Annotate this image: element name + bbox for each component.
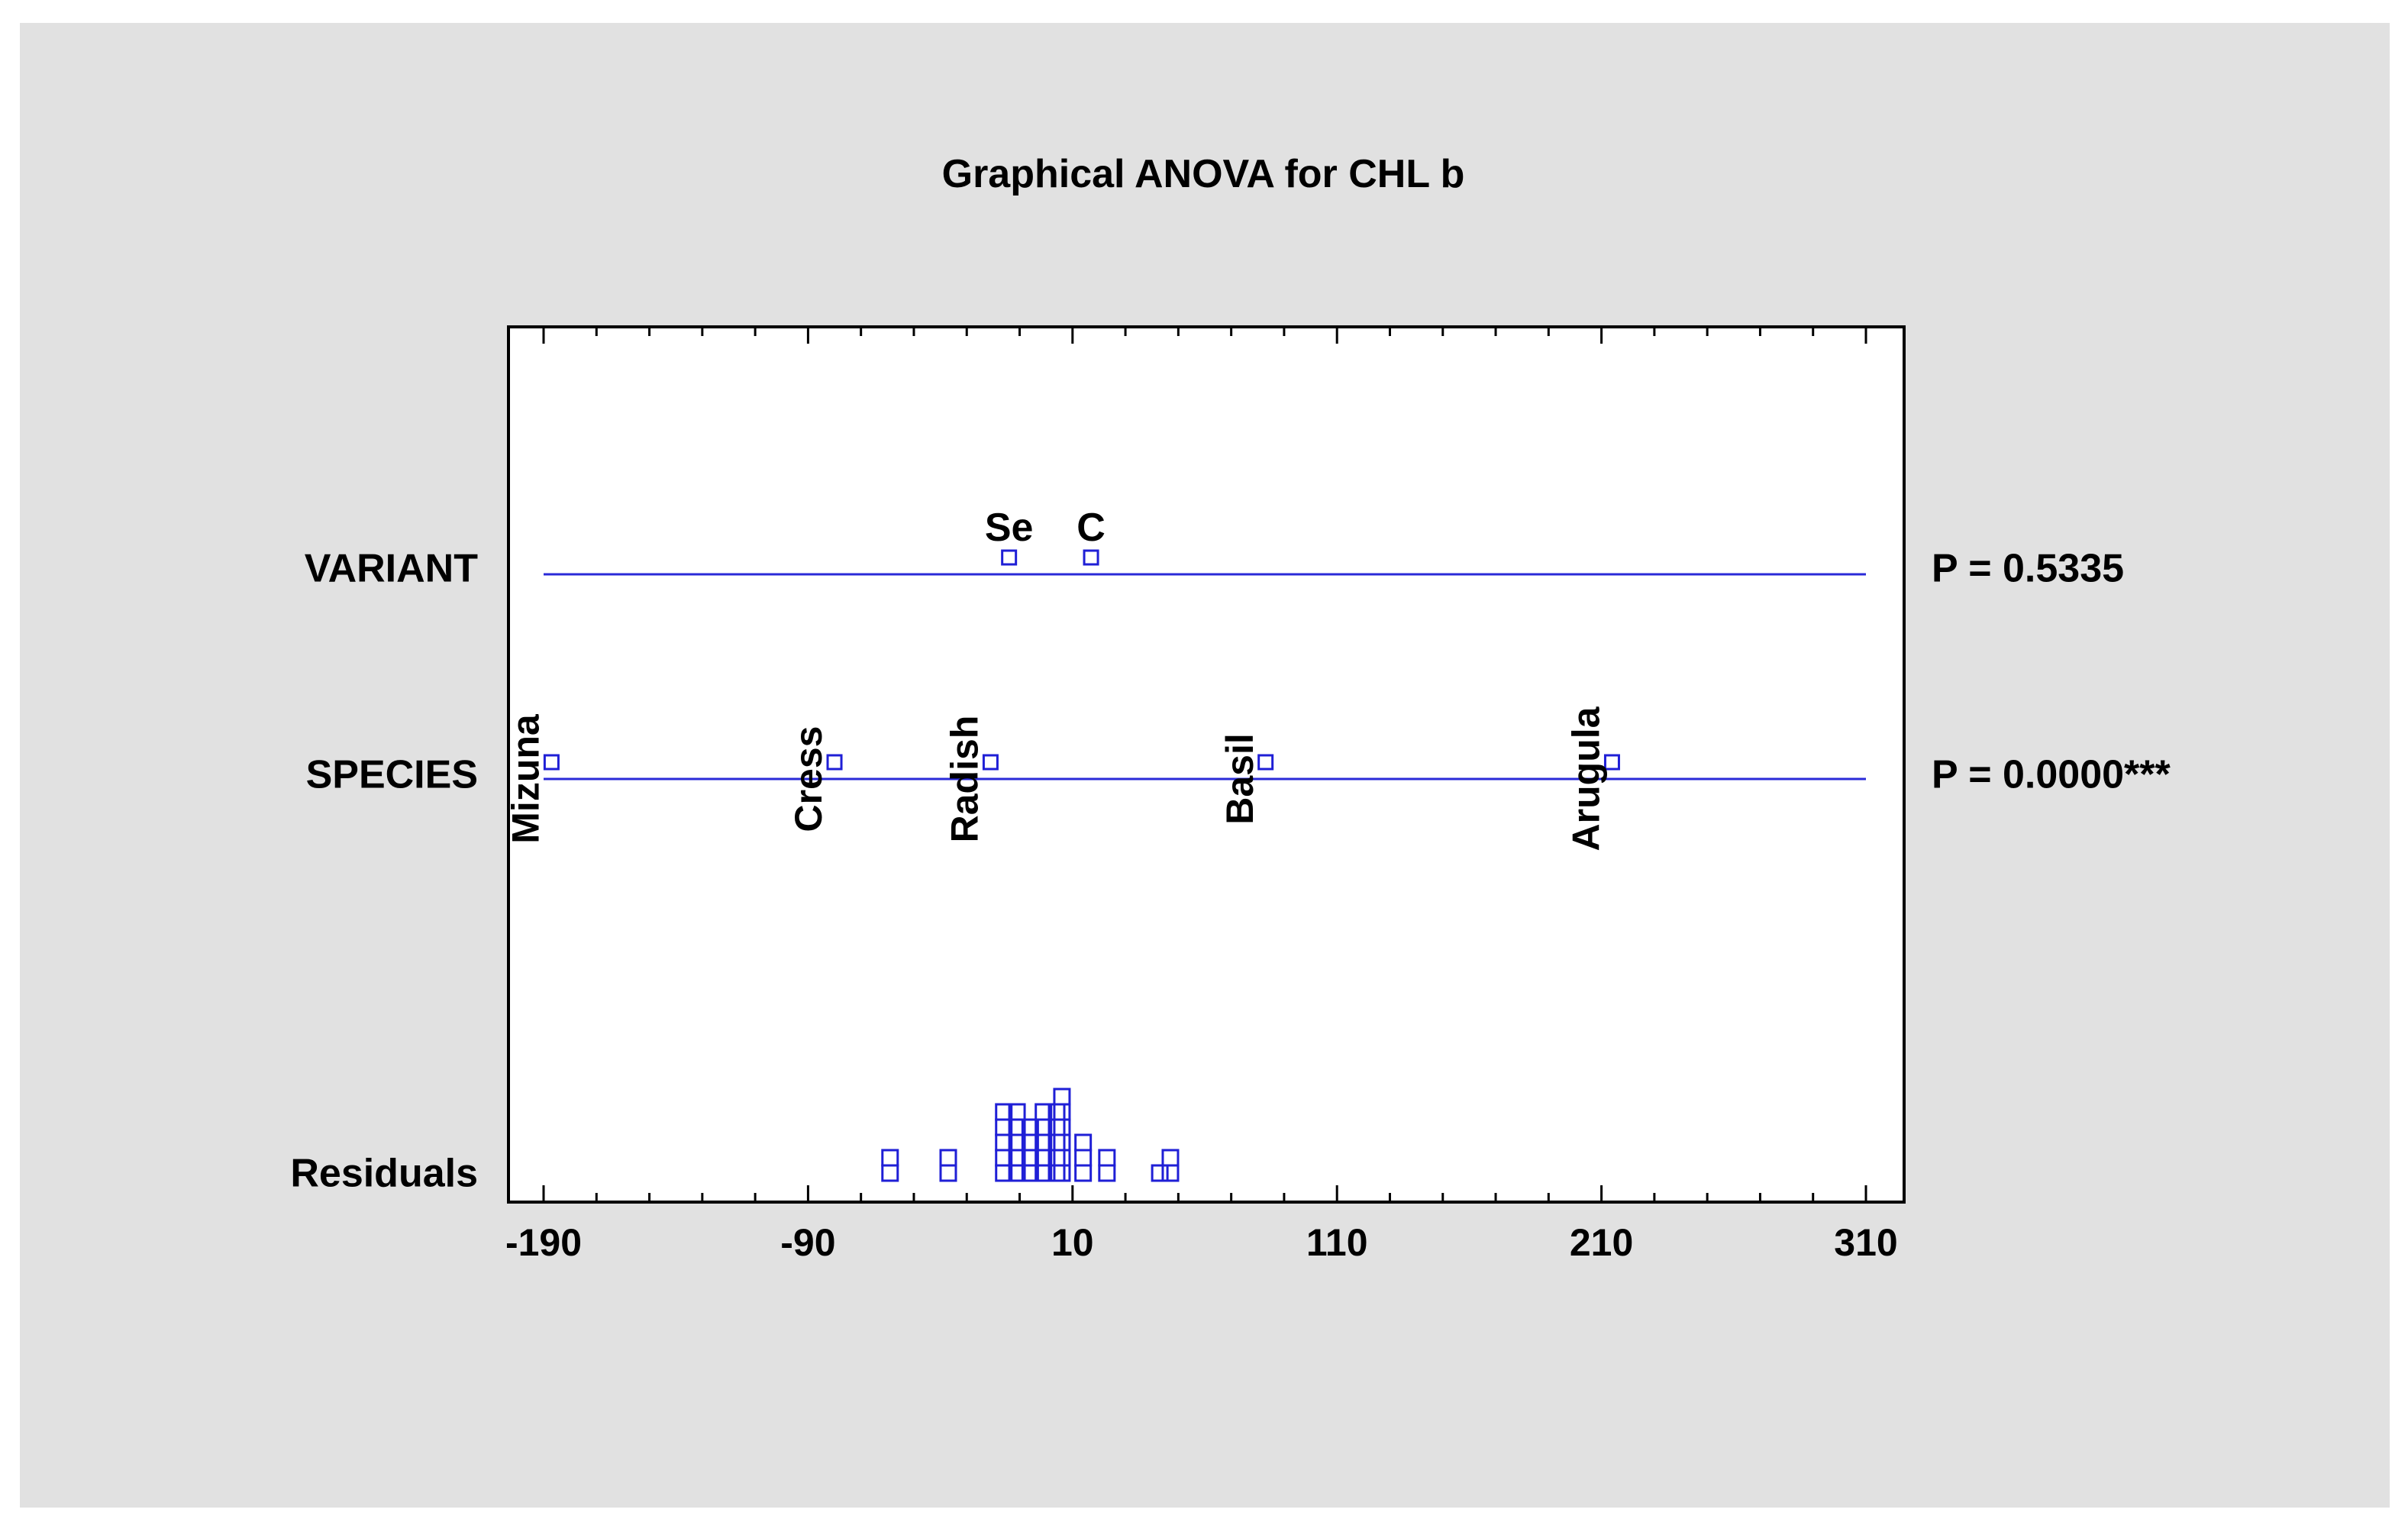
level-marker (543, 754, 560, 771)
level-marker (826, 754, 843, 771)
residuals-dotplot: Residuals (290, 1088, 1180, 1196)
chart-title: Graphical ANOVA for CHL b (942, 152, 1465, 196)
residual-marker (1151, 1164, 1169, 1182)
x-tick-label: 310 (1834, 1221, 1897, 1264)
level-marker (982, 754, 999, 771)
x-axis-tick-labels: -190 -90 10 110 210 310 (505, 1221, 1898, 1264)
level-label: Mizuna (505, 713, 547, 844)
level-label: C (1076, 506, 1106, 550)
residual-marker (881, 1149, 899, 1167)
residual-marker (1074, 1133, 1093, 1152)
x-tick-label: -190 (505, 1221, 582, 1264)
level-label: Cress (787, 726, 830, 832)
level-marker (1257, 754, 1274, 771)
level-label: Arugula (1565, 706, 1608, 851)
residual-marker (939, 1149, 957, 1167)
x-axis-ticks (542, 327, 1867, 1202)
level-label: Se (985, 506, 1034, 550)
factor-rows: VARIANT P = 0.5335 Se C SPECIES P = 0.0000***… (305, 506, 2171, 851)
residual-marker (1008, 1103, 1026, 1121)
level-marker (1083, 549, 1099, 566)
row-label-residuals: Residuals (290, 1152, 478, 1196)
residual-marker (1161, 1149, 1180, 1167)
residual-marker (1098, 1149, 1116, 1167)
level-label: Basil (1219, 733, 1261, 825)
residual-marker (1035, 1103, 1053, 1121)
x-tick-label: 110 (1306, 1221, 1368, 1264)
level-marker (1603, 754, 1620, 771)
p-value-label: P = 0.0000*** (1932, 753, 2171, 797)
plot-area (507, 325, 1906, 1204)
residual-marker (1053, 1088, 1071, 1106)
residual-marker (1021, 1118, 1039, 1136)
row-label-species: SPECIES (306, 753, 478, 797)
level-marker (1001, 549, 1018, 566)
x-tick-label: 10 (1051, 1221, 1094, 1264)
residual-marker (995, 1103, 1013, 1121)
x-tick-label: -90 (780, 1221, 835, 1264)
row-label-variant: VARIANT (305, 547, 478, 591)
level-label: Radish (944, 716, 986, 843)
x-tick-label: 210 (1570, 1221, 1633, 1264)
p-value-label: P = 0.5335 (1932, 547, 2124, 591)
